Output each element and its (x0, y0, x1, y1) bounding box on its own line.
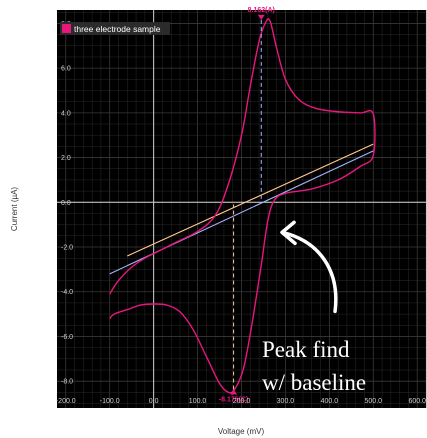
annotation-line-2: w/ baseline (262, 370, 366, 395)
series-line (109, 18, 376, 394)
x-tick-label: 300.0 (277, 398, 295, 405)
annotation: Peak find w/ baseline (262, 220, 366, 395)
annotation-arrow (280, 230, 338, 314)
peak-markers: 8.162(A) -8.175(C) (219, 7, 275, 404)
x-tick-label: -100.0 (100, 398, 120, 405)
tick-labels: -200.0 -100.0 0.0 100.0 200.0 300.0 400.0 500.0… (56, 21, 426, 405)
x-tick-label: 0.0 (149, 398, 159, 405)
y-tick-label: 0.0 (61, 200, 71, 207)
x-tick-label: 200.0 (233, 398, 251, 405)
y-tick-label: 2.0 (61, 155, 71, 162)
x-axis-label: Voltage (mV) (218, 427, 265, 436)
x-tick-label: -200.0 (56, 398, 76, 405)
y-tick-label: -2.0 (61, 245, 73, 252)
series (109, 18, 376, 394)
annotation-arrowhead (280, 220, 297, 246)
y-tick-label: -8.0 (61, 379, 73, 386)
x-tick-label: 500.0 (365, 398, 383, 405)
peak-marker (257, 14, 265, 20)
peak-label: -8.175(C) (219, 396, 249, 403)
legend[interactable]: three electrode sample (60, 22, 170, 35)
legend-entry: three electrode sample (74, 24, 161, 34)
y-tick-label: 4.0 (61, 110, 71, 117)
y-tick-label: -4.0 (61, 289, 73, 296)
legend-background (60, 22, 170, 35)
annotation-line-1: Peak find (262, 337, 350, 362)
x-tick-label: 400.0 (321, 398, 339, 405)
y-tick-label: -6.0 (61, 334, 73, 341)
peak-marker (230, 389, 238, 395)
peak-label: 8.162(A) (248, 7, 275, 14)
baseline-line (127, 143, 374, 257)
x-tick-label: 600.0 (408, 398, 426, 405)
y-axis-label: Current (µA) (10, 187, 19, 232)
legend-swatch (62, 24, 71, 33)
y-tick-label: 6.0 (61, 66, 71, 73)
axes (57, 10, 426, 408)
x-tick-label: 100.0 (189, 398, 207, 405)
